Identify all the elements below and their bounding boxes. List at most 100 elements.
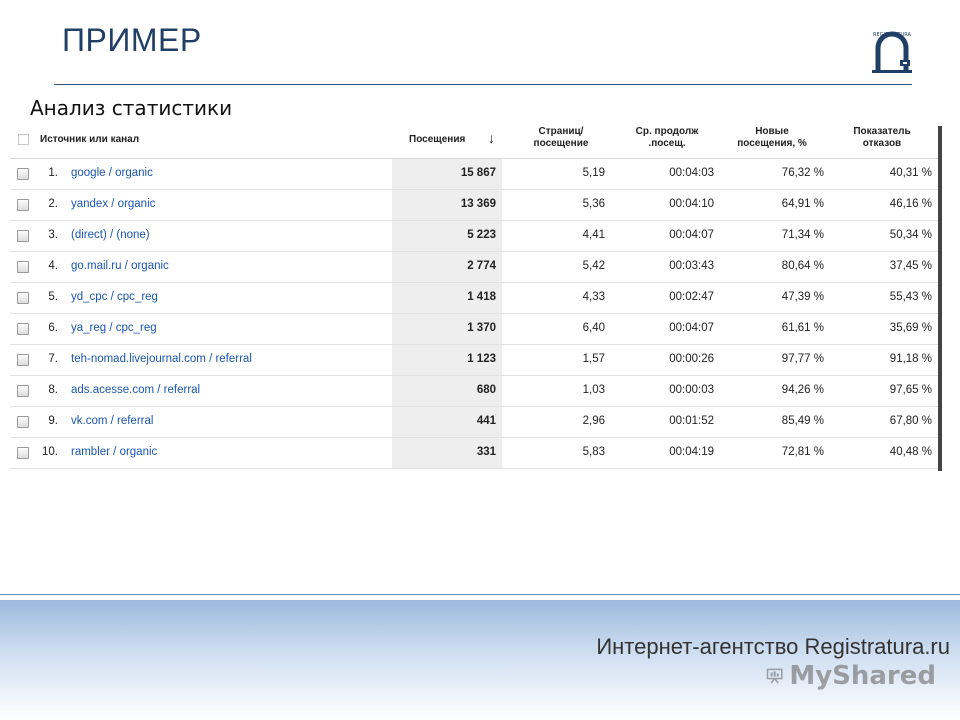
row-checkbox[interactable] [17, 292, 29, 304]
new-visits-value: 76,32 % [781, 167, 824, 179]
avg-duration-value: 00:00:26 [669, 353, 714, 365]
table-row[interactable]: 1. google / organic 15 867 5,19 00:04:03 76,3… [10, 158, 942, 190]
header-pages-line2: посещение [533, 138, 589, 149]
row-number: 3. [48, 229, 58, 241]
visits-value: 1 370 [467, 322, 496, 334]
header-bounce-line1: Показатель [853, 126, 911, 137]
watermark-text: MyShared [789, 661, 936, 691]
header-new-line1: Новые [755, 126, 789, 137]
table-row[interactable]: 2. yandex / organic 13 369 5,36 00:04:10 64,9… [10, 189, 942, 221]
visits-value: 2 774 [467, 260, 496, 272]
slide-title: ПРИМЕР [62, 22, 202, 58]
row-number: 8. [48, 384, 58, 396]
table-row[interactable]: 9. vk.com / referral 441 2,96 00:01:52 85,49 … [10, 406, 942, 438]
pages-per-visit-value: 5,83 [582, 446, 605, 458]
new-visits-value: 94,26 % [781, 384, 824, 396]
source-link[interactable]: rambler / organic [71, 446, 158, 458]
bounce-rate-value: 46,16 % [889, 198, 932, 210]
table-row[interactable]: 3. (direct) / (none) 5 223 4,41 00:04:07 71,3… [10, 220, 942, 252]
visits-value: 680 [476, 384, 496, 396]
bounce-rate-value: 55,43 % [889, 291, 932, 303]
header-avg-duration[interactable]: Ср. продолж .посещ. [622, 126, 712, 150]
source-link[interactable]: ads.acesse.com / referral [71, 384, 201, 396]
header-duration-line1: Ср. продолж [635, 126, 699, 137]
avg-duration-value: 00:04:03 [669, 167, 714, 179]
bounce-rate-value: 97,65 % [889, 384, 932, 396]
row-checkbox[interactable] [17, 199, 29, 211]
table-row[interactable]: 6. ya_reg / cpc_reg 1 370 6,40 00:04:07 61,61… [10, 313, 942, 345]
row-number: 1. [48, 167, 58, 179]
table-row[interactable]: 4. go.mail.ru / organic 2 774 5,42 00:03:43 8… [10, 251, 942, 283]
row-number: 7. [48, 353, 58, 365]
source-link[interactable]: vk.com / referral [71, 415, 154, 427]
watermark: MyShared [766, 658, 936, 694]
pages-per-visit-value: 2,96 [582, 415, 605, 427]
visits-value: 331 [476, 446, 496, 458]
header-pages-per-visit[interactable]: Страниц/ посещение [516, 126, 606, 150]
table-row[interactable]: 8. ads.acesse.com / referral 680 1,03 00:00:… [10, 375, 942, 407]
new-visits-value: 72,81 % [781, 446, 824, 458]
row-checkbox[interactable] [17, 323, 29, 335]
analytics-report-table: Источник или канал Посещения ↓ Страниц/ … [10, 122, 942, 469]
source-link[interactable]: teh-nomad.livejournal.com / referral [71, 353, 252, 365]
source-link[interactable]: (direct) / (none) [71, 229, 150, 241]
footer-gradient-band [0, 600, 960, 720]
avg-duration-value: 00:04:07 [669, 322, 714, 334]
visits-value: 1 418 [467, 291, 496, 303]
row-checkbox[interactable] [17, 230, 29, 242]
visits-value: 441 [476, 415, 496, 427]
row-checkbox[interactable] [17, 354, 29, 366]
bounce-rate-value: 91,18 % [889, 353, 932, 365]
table-header: Источник или канал Посещения ↓ Страниц/ … [10, 122, 942, 159]
source-link[interactable]: yd_cpc / cpc_reg [71, 291, 158, 303]
table-row[interactable]: 10. rambler / organic 331 5,83 00:04:19 72,81… [10, 437, 942, 469]
row-number: 10. [42, 446, 58, 458]
header-visits[interactable]: Посещения [409, 134, 466, 145]
table-right-border [938, 126, 942, 471]
source-link[interactable]: ya_reg / cpc_reg [71, 322, 157, 334]
row-number: 2. [48, 198, 58, 210]
row-checkbox[interactable] [17, 447, 29, 459]
avg-duration-value: 00:03:43 [669, 260, 714, 272]
header-pages-line1: Страниц/ [538, 126, 584, 137]
bounce-rate-value: 40,48 % [889, 446, 932, 458]
pages-per-visit-value: 4,33 [582, 291, 605, 303]
avg-duration-value: 00:04:10 [669, 198, 714, 210]
pages-per-visit-value: 6,40 [582, 322, 605, 334]
new-visits-value: 61,61 % [781, 322, 824, 334]
header-source[interactable]: Источник или канал [40, 134, 140, 145]
new-visits-value: 71,34 % [781, 229, 824, 241]
row-checkbox[interactable] [17, 261, 29, 273]
header-new-visits[interactable]: Новые посещения, % [732, 126, 812, 150]
svg-text:REGISTRATURA: REGISTRATURA [873, 32, 911, 38]
avg-duration-value: 00:00:03 [669, 384, 714, 396]
source-link[interactable]: google / organic [71, 167, 153, 179]
header-duration-line2: .посещ. [648, 138, 686, 149]
visits-value: 15 867 [460, 167, 496, 179]
row-number: 5. [48, 291, 58, 303]
avg-duration-value: 00:04:07 [669, 229, 714, 241]
footer-agency-name: Интернет-агентство Registratura.ru [596, 634, 950, 659]
new-visits-value: 85,49 % [781, 415, 824, 427]
row-number: 9. [48, 415, 58, 427]
table-row[interactable]: 5. yd_cpc / cpc_reg 1 418 4,33 00:02:47 47,39… [10, 282, 942, 314]
avg-duration-value: 00:02:47 [669, 291, 714, 303]
visits-value: 1 123 [467, 353, 496, 365]
avg-duration-value: 00:04:19 [669, 446, 714, 458]
arrow-down-icon[interactable]: ↓ [488, 130, 495, 146]
select-all-checkbox[interactable] [18, 134, 29, 145]
row-checkbox[interactable] [17, 168, 29, 180]
header-bounce-line2: отказов [862, 138, 902, 149]
registratura-logo-icon: REGISTRATURA [872, 31, 912, 73]
row-checkbox[interactable] [17, 416, 29, 428]
header-bounce-rate[interactable]: Показатель отказов [842, 126, 922, 150]
bounce-rate-value: 37,45 % [889, 260, 932, 272]
table-row[interactable]: 7. teh-nomad.livejournal.com / referral 1 … [10, 344, 942, 376]
pages-per-visit-value: 1,03 [582, 384, 605, 396]
source-link[interactable]: go.mail.ru / organic [71, 260, 169, 272]
visits-value: 13 369 [460, 198, 496, 210]
row-checkbox[interactable] [17, 385, 29, 397]
slide-subtitle: Анализ статистики [30, 96, 233, 120]
row-number: 4. [48, 260, 58, 272]
source-link[interactable]: yandex / organic [71, 198, 156, 210]
